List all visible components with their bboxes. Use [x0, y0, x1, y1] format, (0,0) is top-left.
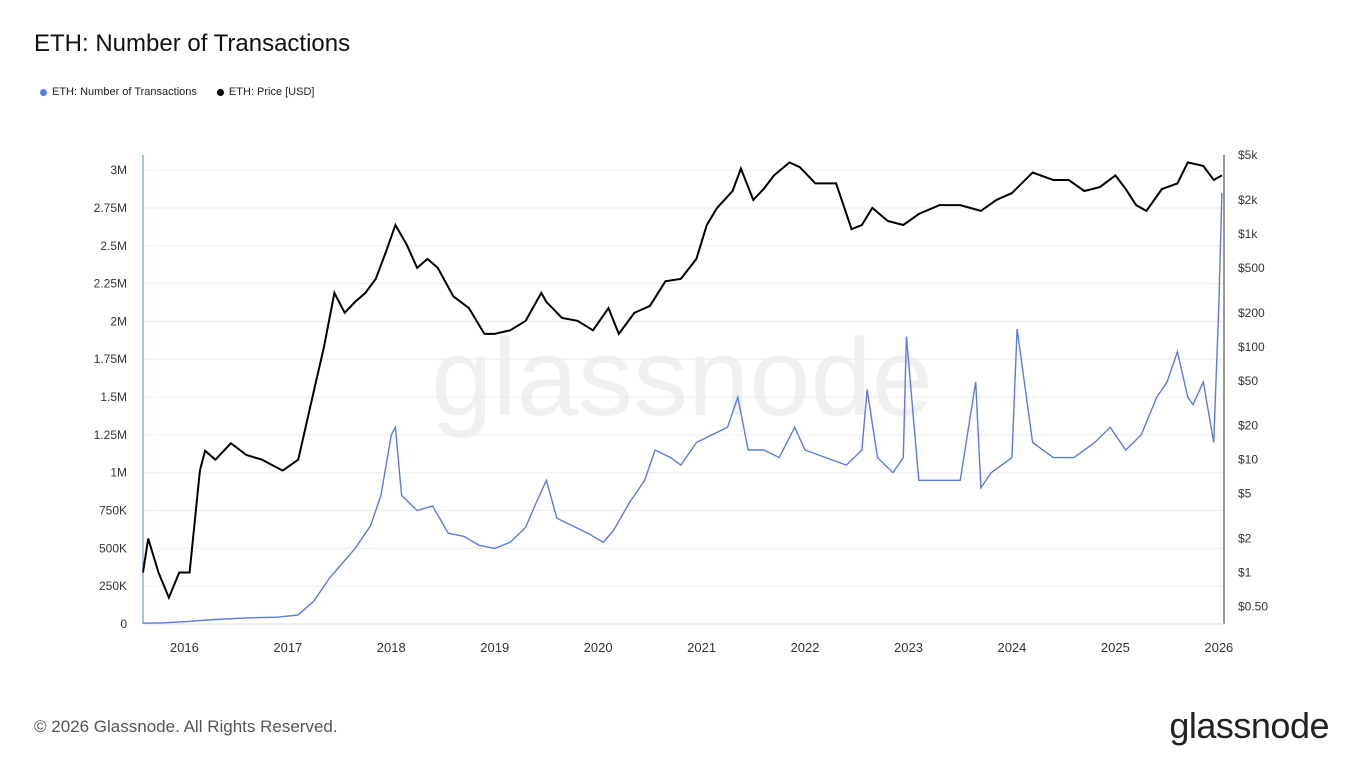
copyright: © 2026 Glassnode. All Rights Reserved. — [34, 717, 338, 736]
legend-dot-transactions — [40, 88, 47, 96]
right-tick-label: $20 — [1238, 419, 1258, 433]
x-tick-label: 2020 — [584, 640, 613, 655]
legend-item-transactions[interactable]: ETH: Number of Transactions — [40, 86, 197, 98]
brand-logo[interactable]: glassnode — [1169, 705, 1329, 746]
right-tick-label: $2k — [1238, 193, 1258, 207]
left-tick-label: 500K — [99, 541, 127, 555]
left-tick-label: 1.75M — [94, 352, 127, 366]
left-tick-label: 250K — [99, 579, 127, 593]
left-axis: 0 250K 500K 750K 1M 1.25M 1.5M 1.75M 2M 2.25M 2.5M… — [94, 155, 144, 631]
x-tick-label: 2019 — [480, 640, 509, 655]
right-tick-label: $1k — [1238, 227, 1258, 241]
x-tick-label: 2017 — [273, 640, 302, 655]
x-tick-label: 2021 — [687, 640, 716, 655]
x-tick-label: 2022 — [791, 640, 820, 655]
right-tick-label: $0.50 — [1238, 600, 1268, 614]
x-tick-label: 2024 — [997, 640, 1026, 655]
right-tick-label: $10 — [1238, 453, 1258, 467]
chart-title: ETH: Number of Transactions — [34, 30, 351, 57]
grid — [143, 169, 1224, 625]
left-tick-label: 750K — [99, 504, 127, 518]
price-line — [142, 161, 1223, 601]
legend: ETH: Number of Transactions ETH: Price [… — [40, 86, 314, 98]
left-tick-label: 2M — [110, 314, 127, 328]
left-tick-label: 2.25M — [94, 277, 127, 291]
left-tick-label: 0 — [120, 617, 127, 631]
legend-dot-price — [216, 88, 224, 96]
left-tick-label: 2.75M — [94, 201, 127, 215]
legend-label-transactions: ETH: Number of Transactions — [52, 86, 197, 98]
x-tick-label: 2023 — [894, 640, 923, 655]
chart-area[interactable]: glassnode 0 250K 500K 750K 1M 1.25M 1.5M 1.75M 2… — [0, 0, 1365, 700]
left-tick-label: 1.5M — [100, 390, 127, 404]
x-axis: 2016 2017 2018 2019 2020 2021 2022 2023 2024 2025… — [143, 623, 1233, 655]
x-tick-label: 2026 — [1204, 640, 1233, 655]
watermark: glassnode — [431, 316, 933, 439]
x-tick-label: 2025 — [1101, 640, 1130, 655]
right-tick-label: $200 — [1238, 306, 1265, 320]
left-tick-label: 1.25M — [94, 428, 127, 442]
legend-label-price: ETH: Price [USD] — [228, 86, 315, 98]
right-tick-label: $500 — [1238, 261, 1265, 275]
right-axis: $0.50 $1 $2 $5 $10 $20 $50 $100 $200 $500 $1k $2k $5… — [1223, 148, 1268, 624]
x-tick-label: 2018 — [377, 640, 406, 655]
x-tick-label: 2016 — [170, 640, 199, 655]
right-tick-label: $2 — [1238, 532, 1252, 546]
right-tick-label: $1 — [1238, 566, 1252, 580]
right-tick-label: $5k — [1238, 148, 1258, 162]
legend-item-price[interactable]: ETH: Price [USD] — [216, 86, 315, 98]
left-tick-label: 1M — [110, 466, 127, 480]
left-tick-label: 2.5M — [100, 239, 127, 253]
left-tick-label: 3M — [110, 163, 127, 177]
right-tick-label: $5 — [1238, 487, 1252, 501]
right-tick-label: $50 — [1238, 374, 1258, 388]
right-tick-label: $100 — [1238, 340, 1265, 354]
transactions-line — [142, 192, 1223, 624]
